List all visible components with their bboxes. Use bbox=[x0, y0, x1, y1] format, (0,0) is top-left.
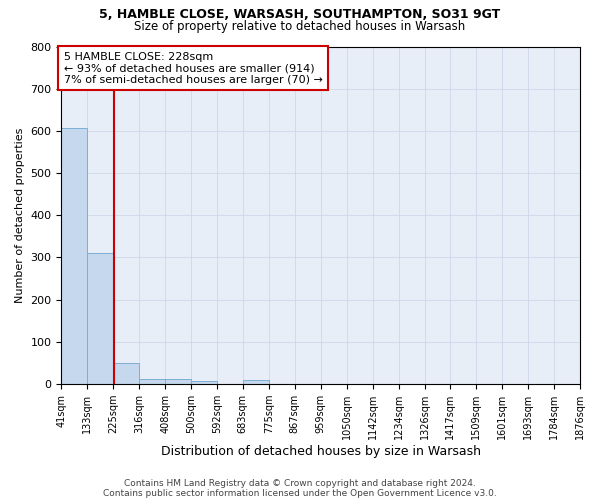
Text: Size of property relative to detached houses in Warsash: Size of property relative to detached ho… bbox=[134, 20, 466, 33]
Text: Contains HM Land Registry data © Crown copyright and database right 2024.: Contains HM Land Registry data © Crown c… bbox=[124, 478, 476, 488]
Bar bbox=[191, 381, 217, 384]
Bar bbox=[243, 380, 269, 384]
Bar bbox=[61, 128, 88, 384]
Bar bbox=[165, 379, 191, 384]
Bar bbox=[88, 253, 113, 384]
X-axis label: Distribution of detached houses by size in Warsash: Distribution of detached houses by size … bbox=[161, 444, 481, 458]
Y-axis label: Number of detached properties: Number of detached properties bbox=[15, 128, 25, 303]
Bar bbox=[113, 363, 139, 384]
Text: 5, HAMBLE CLOSE, WARSASH, SOUTHAMPTON, SO31 9GT: 5, HAMBLE CLOSE, WARSASH, SOUTHAMPTON, S… bbox=[100, 8, 500, 20]
Text: 5 HAMBLE CLOSE: 228sqm
← 93% of detached houses are smaller (914)
7% of semi-det: 5 HAMBLE CLOSE: 228sqm ← 93% of detached… bbox=[64, 52, 323, 85]
Text: Contains public sector information licensed under the Open Government Licence v3: Contains public sector information licen… bbox=[103, 488, 497, 498]
Bar bbox=[139, 379, 165, 384]
